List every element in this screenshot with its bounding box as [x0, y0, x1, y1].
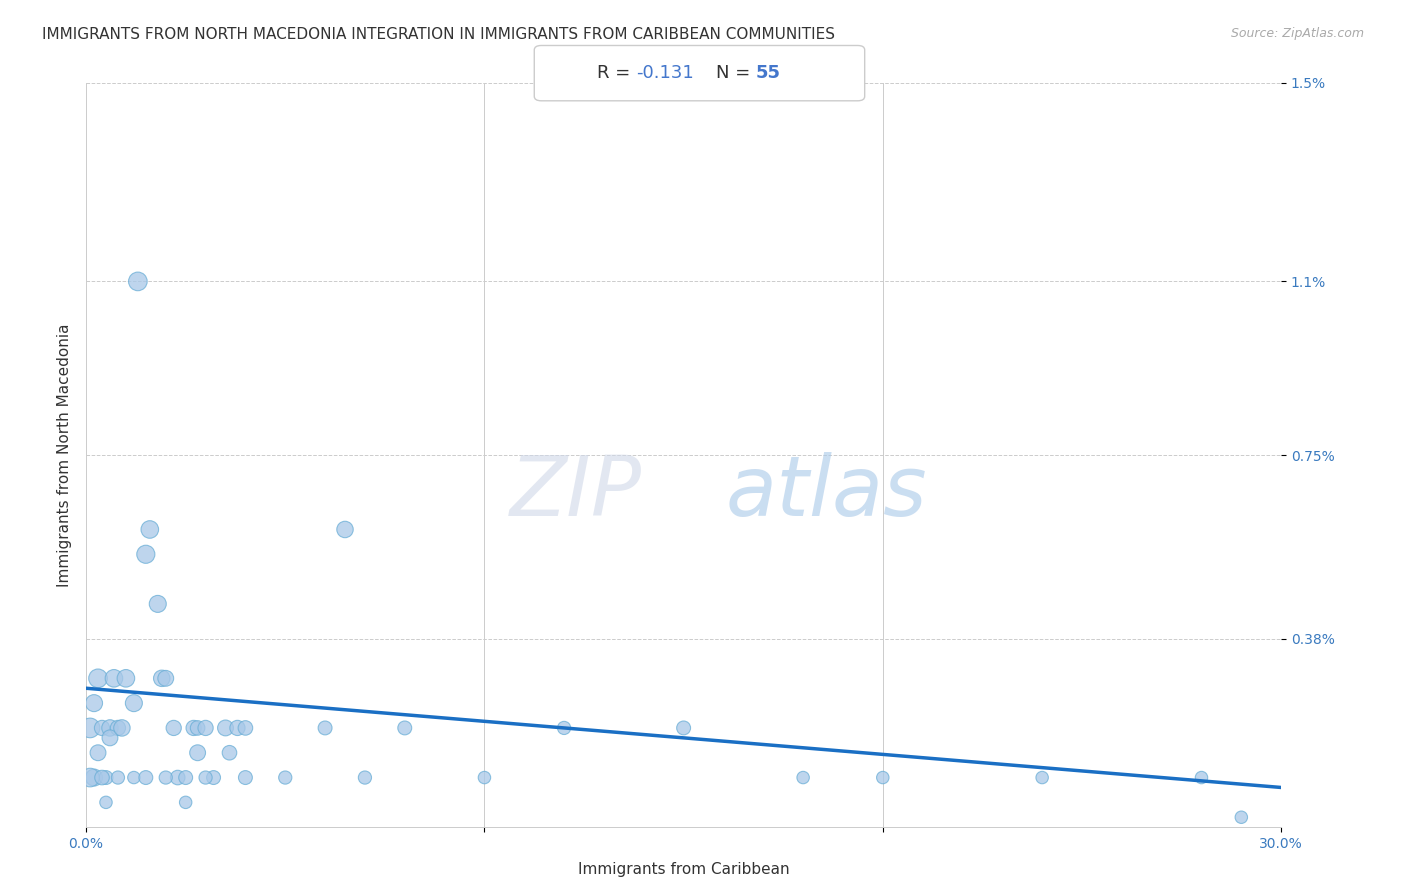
Y-axis label: Immigrants from North Macedonia: Immigrants from North Macedonia [58, 323, 72, 587]
Point [1191, 771, 1213, 785]
Point [135, 771, 157, 785]
Text: IMMIGRANTS FROM NORTH MACEDONIA INTEGRATION IN IMMIGRANTS FROM CARIBBEAN COMMUNI: IMMIGRANTS FROM NORTH MACEDONIA INTEGRAT… [42, 27, 835, 42]
Point [115, 671, 138, 685]
Point [274, 771, 297, 785]
Point [87, 671, 110, 685]
Point [174, 771, 197, 785]
Point [150, 671, 173, 685]
Point [792, 771, 814, 785]
Point [91, 721, 114, 735]
Point [394, 721, 416, 735]
Point [214, 721, 236, 735]
Point [314, 721, 336, 735]
Point [872, 771, 894, 785]
Point [155, 771, 177, 785]
Point [163, 721, 186, 735]
Text: atlas: atlas [725, 451, 927, 533]
Point [202, 771, 225, 785]
Point [107, 771, 129, 785]
Point [111, 721, 134, 735]
Point [139, 523, 162, 537]
Point [1230, 810, 1253, 824]
Point [87, 746, 110, 760]
Text: -0.131: -0.131 [637, 64, 695, 82]
Point [94, 796, 117, 810]
Point [98, 721, 121, 735]
Point [333, 523, 356, 537]
Point [122, 696, 145, 710]
Point [226, 721, 249, 735]
Point [83, 696, 105, 710]
X-axis label: Immigrants from Caribbean: Immigrants from Caribbean [578, 862, 789, 877]
FancyBboxPatch shape [534, 45, 865, 101]
Text: ZIP: ZIP [510, 451, 641, 533]
Point [235, 771, 257, 785]
Point [218, 746, 240, 760]
Point [187, 721, 209, 735]
Point [135, 547, 157, 561]
Point [474, 771, 496, 785]
Point [194, 721, 217, 735]
Point [155, 671, 177, 685]
Point [107, 721, 129, 735]
Point [194, 771, 217, 785]
Text: N =: N = [716, 64, 756, 82]
Point [83, 771, 105, 785]
Point [235, 721, 257, 735]
Point [98, 731, 121, 745]
Point [553, 721, 575, 735]
Point [127, 274, 149, 288]
Point [672, 721, 695, 735]
Point [354, 771, 377, 785]
Point [91, 771, 114, 785]
Point [174, 796, 197, 810]
Point [146, 597, 169, 611]
Point [79, 771, 101, 785]
Point [183, 721, 205, 735]
Point [122, 771, 145, 785]
Text: Source: ZipAtlas.com: Source: ZipAtlas.com [1230, 27, 1364, 40]
Text: R =: R = [598, 64, 637, 82]
Point [79, 721, 101, 735]
Point [103, 671, 125, 685]
Point [187, 746, 209, 760]
Text: 55: 55 [756, 64, 780, 82]
Point [166, 771, 188, 785]
Point [1031, 771, 1053, 785]
Point [94, 771, 117, 785]
